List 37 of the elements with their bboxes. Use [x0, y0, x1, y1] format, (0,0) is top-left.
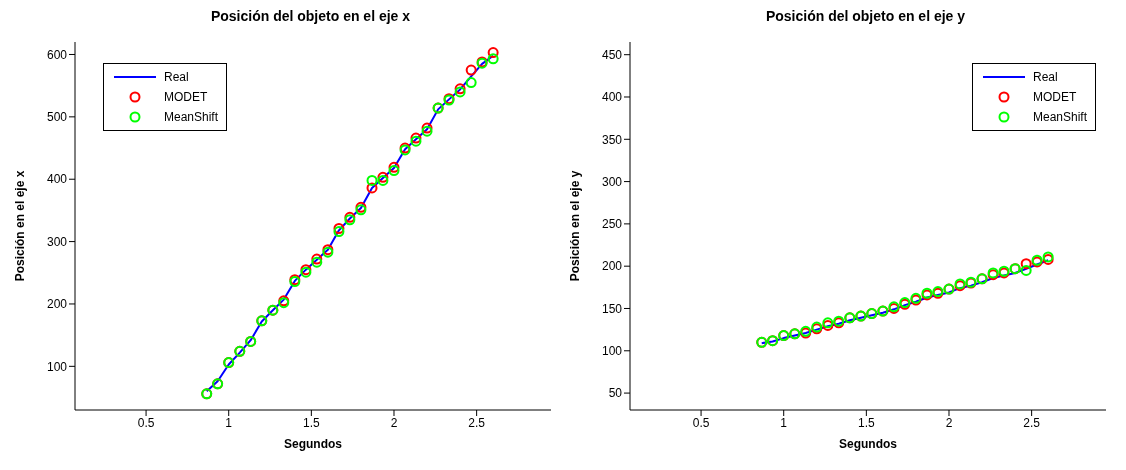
- chart-title: Posición del objeto en el eje y: [764, 8, 967, 26]
- x-axis-title: Segundos: [838, 437, 898, 451]
- y-tick-label: 400: [46, 172, 68, 187]
- y-axis-title: Posición en el eje y: [568, 170, 583, 282]
- x-tick-label: 2.5: [468, 415, 486, 430]
- x-tick-label: 2.5: [1023, 415, 1041, 430]
- y-tick-label: 50: [608, 386, 623, 401]
- x-tick-label: 2: [390, 415, 398, 430]
- legend-label: MeanShift: [1032, 110, 1087, 124]
- y-tick-label: 300: [46, 234, 68, 249]
- x-tick-label: 0.5: [692, 415, 710, 430]
- y-tick-label: 150: [601, 301, 623, 316]
- y-axis-title: Posición en el eje x: [13, 170, 28, 282]
- x-tick-label: 2: [945, 415, 953, 430]
- y-tick-label: 600: [46, 47, 68, 62]
- y-tick-label: 400: [601, 90, 623, 105]
- y-tick-label: 100: [601, 344, 623, 359]
- y-tick-label: 200: [46, 297, 68, 312]
- y-tick-label: 500: [46, 110, 68, 125]
- legend-label: MODET: [164, 90, 208, 104]
- chart-title: Posición del objeto en el eje x: [209, 8, 412, 26]
- legend-label: MeanShift: [164, 110, 219, 124]
- y-tick-label: 250: [601, 217, 623, 232]
- y-tick-label: 300: [601, 174, 623, 189]
- legend-label: Real: [1032, 70, 1058, 84]
- x-tick-label: 1: [225, 415, 233, 430]
- x-axis-title: Segundos: [283, 437, 343, 451]
- y-tick-label: 100: [46, 359, 68, 374]
- y-tick-label: 450: [601, 47, 623, 62]
- x-tick-label: 1.5: [858, 415, 876, 430]
- legend-label: Real: [164, 70, 189, 84]
- y-tick-label: 200: [601, 259, 623, 274]
- y-tick-label: 350: [601, 132, 623, 147]
- legend-label: MODET: [1032, 90, 1077, 104]
- x-tick-label: 1: [780, 415, 788, 430]
- x-tick-label: 1.5: [303, 415, 321, 430]
- x-tick-label: 0.5: [137, 415, 155, 430]
